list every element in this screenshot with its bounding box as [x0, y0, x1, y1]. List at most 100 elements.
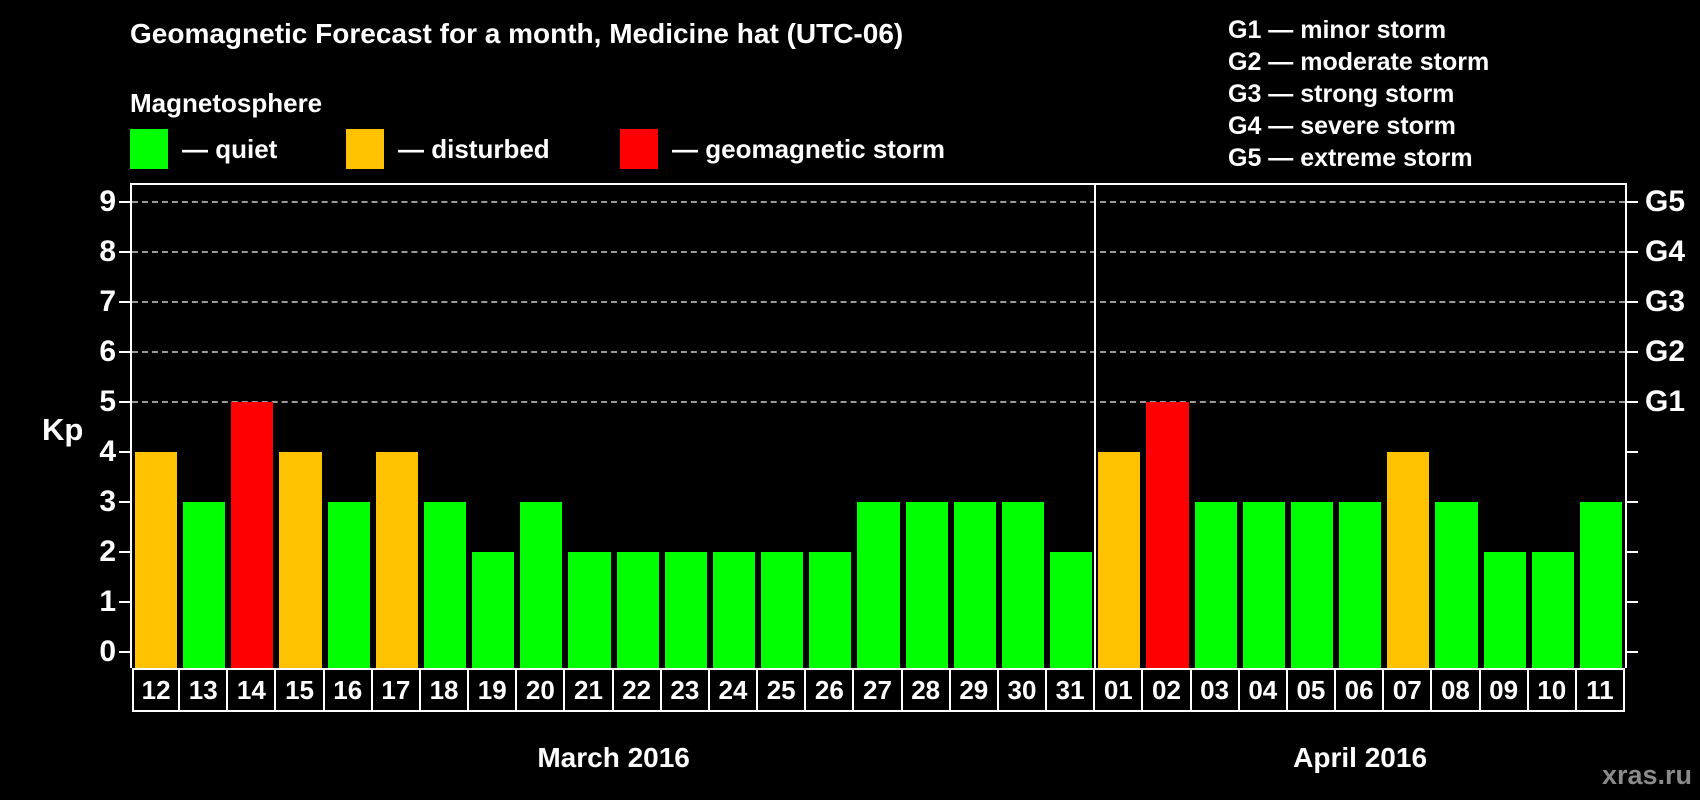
bar-day-21 [568, 552, 611, 668]
g-scale-legend: G1 — minor storm G2 — moderate storm G3 … [1228, 14, 1489, 174]
right-tick-8 [1627, 251, 1638, 253]
bar-day-01 [1098, 452, 1141, 668]
y-tick-label-1: 1 [99, 585, 116, 618]
right-axis-line [1625, 183, 1627, 668]
right-tick-3 [1627, 501, 1638, 503]
bar-day-14 [231, 402, 274, 668]
y-tick-5 [119, 401, 130, 403]
bar-day-29 [953, 502, 996, 668]
bar-day-02 [1146, 402, 1189, 668]
y-tick-3 [119, 501, 130, 503]
page-title: Geomagnetic Forecast for a month, Medici… [130, 18, 904, 49]
day-label-01: 01 [1093, 668, 1144, 712]
day-label-15: 15 [274, 668, 325, 712]
g3-legend-line: G3 — strong storm [1228, 80, 1455, 108]
bar-day-05 [1290, 502, 1334, 668]
y-axis-title: Kp [42, 412, 84, 447]
y-tick-4 [119, 451, 130, 453]
right-tick-4 [1627, 451, 1638, 453]
right-tick-1 [1627, 601, 1638, 603]
day-label-12: 12 [132, 668, 181, 712]
gridline-kp-7 [132, 301, 1625, 303]
day-label-17: 17 [370, 668, 421, 712]
y-tick-0 [119, 651, 130, 653]
bar-day-16 [327, 502, 370, 668]
y-tick-2 [119, 551, 130, 553]
bar-day-28 [905, 502, 948, 668]
day-label-30: 30 [996, 668, 1048, 712]
bar-day-06 [1339, 502, 1382, 668]
y-tick-label-5: 5 [99, 385, 116, 418]
bar-day-07 [1387, 452, 1430, 668]
day-label-14: 14 [226, 668, 277, 712]
g-axis-label-g3: G3 [1645, 285, 1686, 318]
legend-item-label: — disturbed [398, 133, 550, 164]
right-tick-9 [1627, 201, 1638, 203]
month-label-2: April 2016 [1293, 742, 1428, 773]
gridline-kp-5 [132, 401, 1625, 403]
day-label-03: 03 [1189, 668, 1240, 712]
y-tick-label-4: 4 [99, 435, 116, 468]
day-label-20: 20 [515, 668, 566, 712]
day-label-18: 18 [418, 668, 470, 712]
day-label-16: 16 [322, 668, 373, 712]
g2-legend-line: G2 — moderate storm [1228, 48, 1490, 76]
bar-day-26 [809, 552, 852, 668]
bar-day-03 [1194, 502, 1237, 668]
day-label-22: 22 [611, 668, 662, 712]
bar-day-25 [761, 552, 804, 668]
y-tick-6 [119, 351, 130, 353]
day-label-31: 31 [1045, 668, 1096, 712]
bar-day-10 [1531, 552, 1574, 668]
bar-day-30 [1001, 502, 1045, 668]
day-label-13: 13 [178, 668, 229, 712]
g1-legend-line: G1 — minor storm [1228, 16, 1447, 44]
bar-day-18 [423, 502, 467, 668]
plot-top-border [130, 183, 1627, 185]
day-label-07: 07 [1382, 668, 1433, 712]
g5-legend-line: G5 — extreme storm [1228, 144, 1473, 172]
quiet-color-swatch [130, 129, 168, 169]
y-tick-1 [119, 601, 130, 603]
day-label-06: 06 [1334, 668, 1385, 712]
bar-day-23 [664, 552, 707, 668]
y-tick-9 [119, 201, 130, 203]
g-axis-label-g2: G2 [1645, 335, 1686, 368]
legend-item-disturbed: — disturbed [346, 128, 550, 170]
gridline-kp-8 [132, 251, 1625, 253]
day-label-26: 26 [804, 668, 855, 712]
day-label-02: 02 [1141, 668, 1192, 712]
day-label-23: 23 [659, 668, 710, 712]
y-tick-label-0: 0 [99, 635, 116, 668]
right-tick-7 [1627, 301, 1638, 303]
day-label-28: 28 [900, 668, 951, 712]
y-tick-label-8: 8 [99, 235, 116, 268]
bar-day-15 [279, 452, 322, 668]
y-axis-line [130, 183, 132, 668]
gridline-kp-6 [132, 351, 1625, 353]
right-tick-2 [1627, 551, 1638, 553]
right-tick-5 [1627, 401, 1638, 403]
right-tick-0 [1627, 651, 1638, 653]
bar-day-17 [375, 452, 418, 668]
bar-day-13 [183, 502, 226, 668]
day-label-08: 08 [1430, 668, 1481, 712]
day-label-04: 04 [1237, 668, 1288, 712]
bar-day-12 [135, 452, 178, 668]
day-label-10: 10 [1526, 668, 1577, 712]
day-label-27: 27 [852, 668, 903, 712]
right-tick-6 [1627, 351, 1638, 353]
month-label-1: March 2016 [537, 742, 690, 773]
gridline-kp-9 [132, 201, 1625, 203]
y-tick-label-7: 7 [99, 285, 116, 318]
g-axis-label-g1: G1 [1645, 385, 1686, 418]
bar-day-04 [1242, 502, 1285, 668]
y-tick-label-6: 6 [99, 335, 116, 368]
day-label-21: 21 [563, 668, 614, 712]
bar-day-22 [616, 552, 659, 668]
day-label-11: 11 [1574, 668, 1625, 712]
bar-day-24 [712, 552, 756, 668]
day-label-24: 24 [707, 668, 759, 712]
storm-color-swatch [620, 129, 658, 169]
